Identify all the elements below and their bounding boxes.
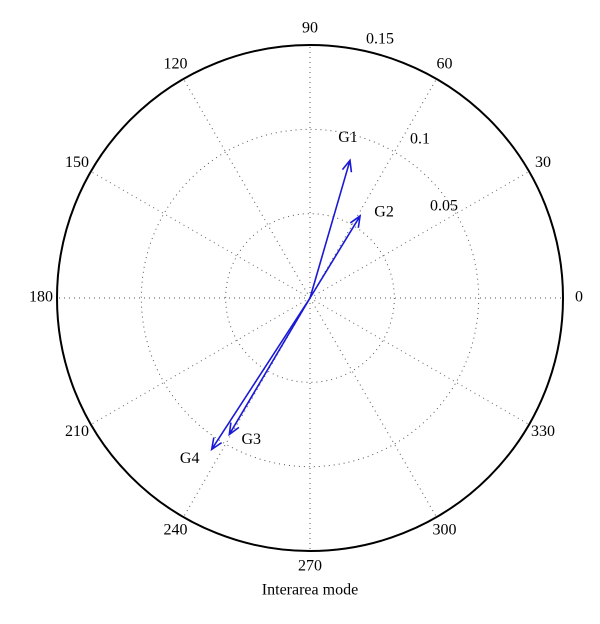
theta-tick-label: 240 xyxy=(164,522,188,539)
arrow-shaft xyxy=(210,297,311,452)
arrow-shaft xyxy=(309,214,362,299)
grid-spoke xyxy=(90,171,311,299)
theta-tick-label: 270 xyxy=(298,558,322,575)
theta-tick-label: 300 xyxy=(433,522,457,539)
grid-spoke xyxy=(309,78,437,299)
theta-tick-label: 150 xyxy=(65,154,89,171)
theta-tick-label: 30 xyxy=(535,154,551,171)
arrow-label: G2 xyxy=(374,204,394,221)
theta-tick-label: 60 xyxy=(437,56,453,73)
arrow-shaft xyxy=(309,158,353,299)
outer-ring xyxy=(56,44,564,552)
r-tick-label: 0.05 xyxy=(430,198,458,215)
arrow-label: G3 xyxy=(242,431,262,448)
arrow-label: G1 xyxy=(338,129,358,146)
grid-spoke xyxy=(309,297,530,425)
theta-tick-label: 0 xyxy=(575,289,583,306)
arrow-shaft xyxy=(228,297,311,437)
grid-spoke xyxy=(309,171,530,299)
grid-spoke xyxy=(90,297,311,425)
r-tick-label: 0.1 xyxy=(410,131,430,148)
x-axis-label: Interarea mode xyxy=(262,582,358,599)
theta-tick-label: 120 xyxy=(164,56,188,73)
arrow-label: G4 xyxy=(180,450,200,467)
grid-spoke xyxy=(183,78,311,299)
theta-tick-label: 330 xyxy=(531,423,555,440)
grid-ring xyxy=(225,213,395,383)
grid-spoke xyxy=(309,297,437,518)
arrow xyxy=(309,158,353,299)
arrow xyxy=(210,297,311,452)
theta-tick-label: 90 xyxy=(302,20,318,37)
grid-ring xyxy=(140,128,480,468)
theta-tick-label: 210 xyxy=(65,423,89,440)
theta-tick-label: 180 xyxy=(29,289,53,306)
grid-spoke xyxy=(183,297,311,518)
arrow xyxy=(309,214,362,299)
arrow xyxy=(228,297,311,437)
r-tick-label: 0.15 xyxy=(366,31,394,48)
